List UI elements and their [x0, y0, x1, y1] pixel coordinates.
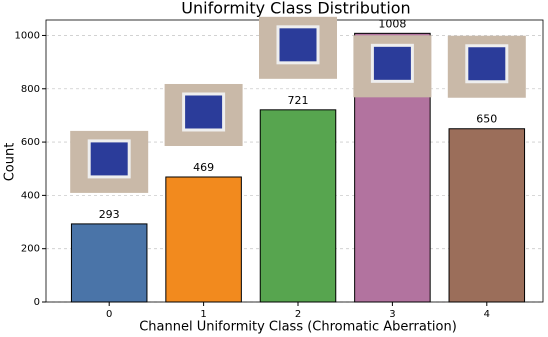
- sample-thumbnail-sign: [87, 139, 131, 179]
- y-tick-label: 200: [21, 244, 40, 255]
- chart-title: Uniformity Class Distribution: [181, 0, 410, 18]
- value-label: 650: [476, 113, 497, 126]
- sample-thumbnail-sign: [276, 25, 320, 65]
- bar: [259, 109, 337, 303]
- value-label: 1008: [378, 17, 406, 30]
- bar: [448, 128, 526, 303]
- y-tick-label: 400: [21, 190, 40, 201]
- sample-thumbnail-sign: [182, 92, 226, 132]
- y-tick-label: 1000: [15, 30, 40, 41]
- y-tick-label: 0: [34, 297, 40, 308]
- sample-thumbnail-sign: [370, 43, 414, 83]
- value-label: 293: [99, 208, 120, 221]
- y-axis-label: Count: [3, 143, 18, 182]
- value-label: 469: [193, 161, 214, 174]
- bar: [165, 176, 242, 303]
- y-tick-label: 800: [21, 84, 40, 95]
- x-tick-label: 0: [106, 309, 112, 320]
- x-tick-label: 2: [295, 309, 301, 320]
- sample-thumbnail-sign: [465, 44, 509, 84]
- bar: [70, 223, 148, 303]
- x-tick-label: 1: [200, 309, 206, 320]
- x-axis-label: Channel Uniformity Class (Chromatic Aber…: [139, 320, 457, 335]
- x-tick-label: 3: [389, 309, 395, 320]
- y-tick-label: 600: [21, 137, 40, 148]
- x-tick-label: 4: [484, 309, 490, 320]
- value-label: 721: [288, 94, 309, 107]
